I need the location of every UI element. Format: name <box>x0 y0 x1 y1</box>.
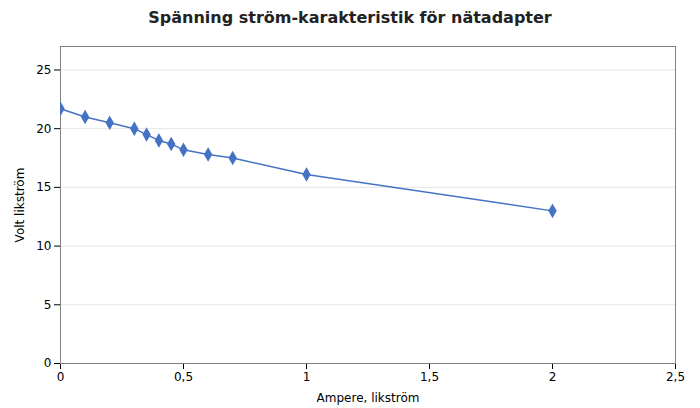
svg-text:10: 10 <box>36 239 51 253</box>
svg-text:25: 25 <box>36 63 51 77</box>
svg-text:2: 2 <box>549 370 557 384</box>
svg-text:Ampere, likström: Ampere, likström <box>317 391 420 405</box>
svg-text:0: 0 <box>44 356 52 370</box>
svg-text:5: 5 <box>44 298 52 312</box>
svg-text:1,5: 1,5 <box>420 370 439 384</box>
html-text:Spänning ström-karakteristik f: Spänning ström-karakteristik för nätadap… <box>148 8 552 27</box>
svg-text:Volt likström: Volt likström <box>13 168 27 243</box>
svg-text:20: 20 <box>36 122 51 136</box>
svg-text:0: 0 <box>57 370 65 384</box>
svg-text:1: 1 <box>303 370 311 384</box>
svg-text:15: 15 <box>36 180 51 194</box>
svg-text:2,5: 2,5 <box>666 370 685 384</box>
svg-text:0,5: 0,5 <box>174 370 193 384</box>
